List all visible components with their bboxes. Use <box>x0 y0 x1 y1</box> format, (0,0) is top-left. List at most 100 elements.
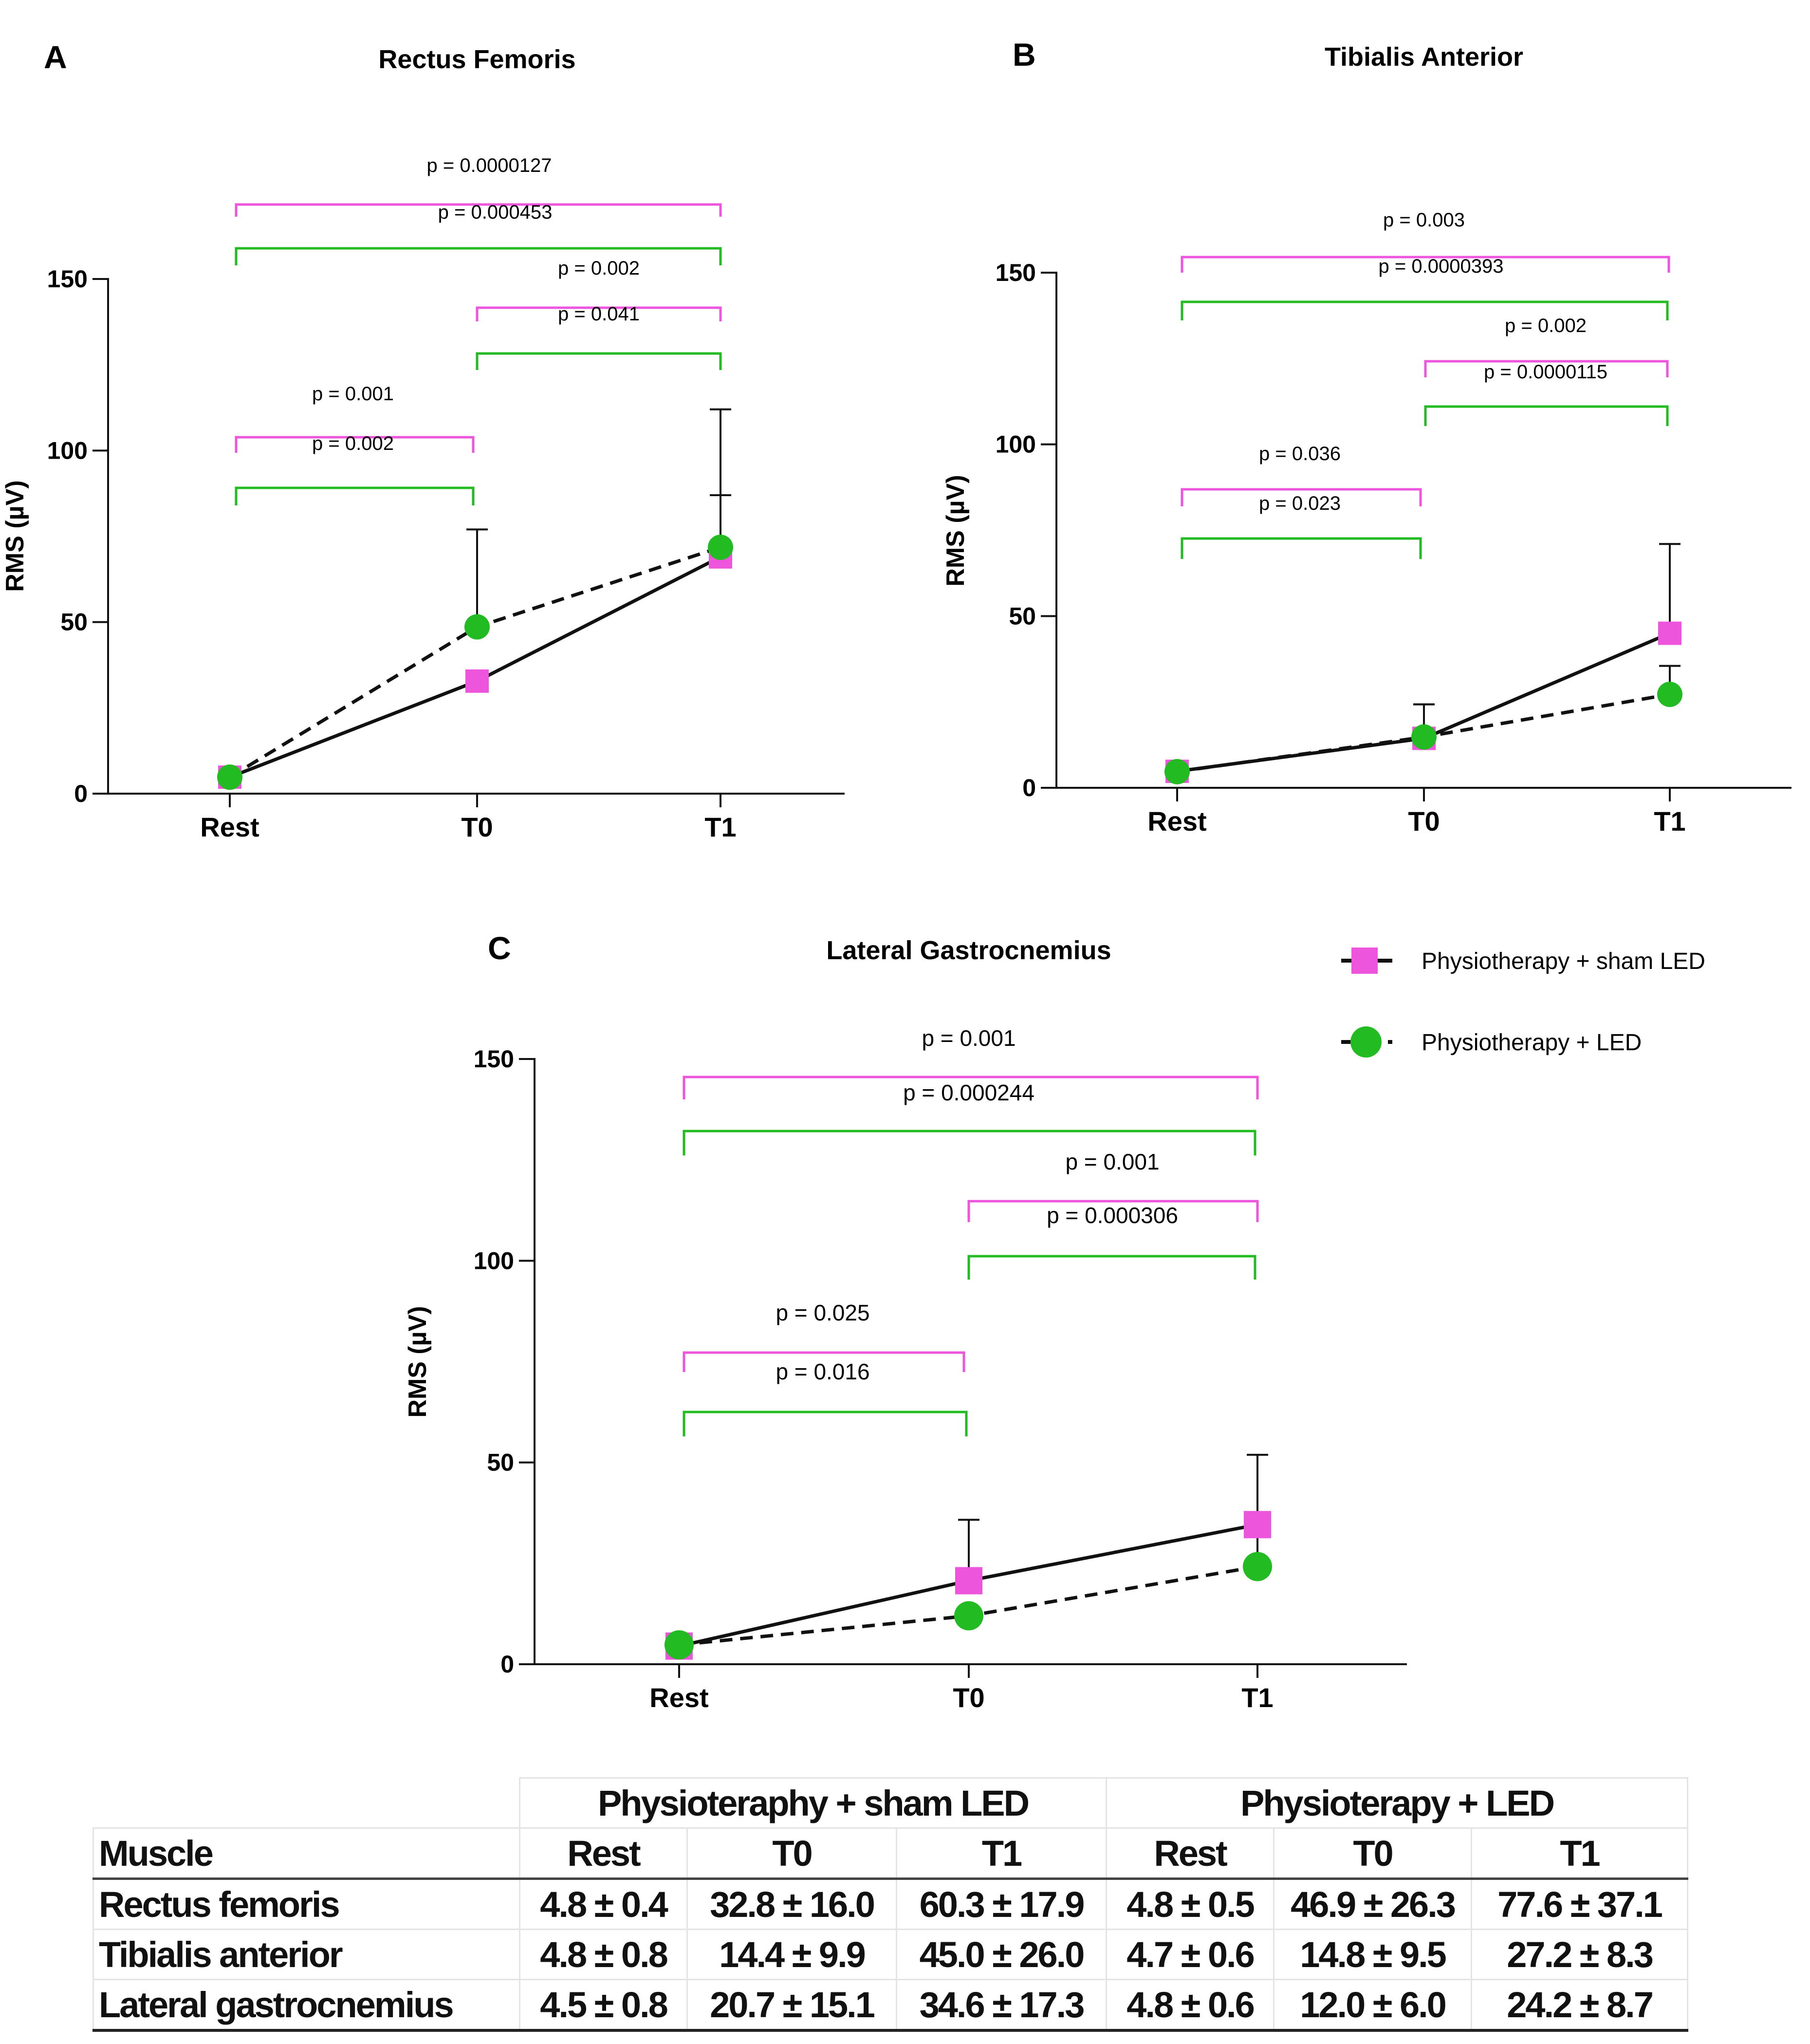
significance-bracket-led <box>683 1411 968 1436</box>
significance-bracket-sham <box>1424 360 1669 377</box>
significance-bracket-sham <box>683 1351 965 1372</box>
significance-bracket-sham <box>235 436 475 453</box>
data-point-led <box>464 614 490 640</box>
significance-bracket-led <box>967 1255 1256 1280</box>
x-tick-label: T0 <box>1408 806 1440 836</box>
table-col-led-t1: T1 <box>1471 1827 1689 1880</box>
x-tick-label: Rest <box>649 1682 708 1713</box>
y-axis-label: RMS (µV) <box>1 480 29 592</box>
x-tick-label: T0 <box>461 812 493 842</box>
table-cell: 45.0 ± 26.0 <box>895 1929 1108 1980</box>
y-tick-label: 150 <box>47 265 88 293</box>
p-value-label: p = 0.0000393 <box>1379 256 1504 277</box>
table-cell: 77.6 ± 37.1 <box>1471 1878 1689 1930</box>
table-col-sham-t1: T1 <box>895 1827 1108 1880</box>
table-group-header-led: Physioterapy + LED <box>1106 1777 1689 1829</box>
p-value-label: p = 0.036 <box>1259 443 1341 465</box>
table-corner <box>92 1777 520 1829</box>
table-row: Lateral gastrocnemius 4.5 ± 0.8 20.7 ± 1… <box>92 1979 1689 2032</box>
table-col-muscle: Muscle <box>92 1827 520 1880</box>
table-header-time-row: Muscle Rest T0 T1 Rest T0 T1 <box>92 1827 1689 1880</box>
table-cell: 4.8 ± 0.8 <box>519 1929 688 1980</box>
table-cell-muscle: Tibialis anterior <box>92 1929 520 1980</box>
chart-panel-c: C Lateral Gastrocnemius RMS (µV) 0 50 100 150 R… <box>404 930 1407 1713</box>
p-value-label: p = 0.002 <box>558 258 640 279</box>
x-tick-label: T1 <box>704 812 736 842</box>
y-tick-label: 50 <box>60 609 88 636</box>
p-value-label: p = 0.041 <box>558 303 640 325</box>
table-cell: 12.0 ± 6.0 <box>1273 1979 1473 2032</box>
figure: A Rectus Femoris RMS (µV) 0 50 100 150 Rest T0 T1… <box>1 37 1792 1713</box>
x-tick-label: Rest <box>200 812 259 842</box>
legend: Physiotherapy + sham LED Physiotherapy + … <box>1341 948 1705 1058</box>
p-value-label: p = 0.025 <box>776 1300 869 1325</box>
y-tick-label: 150 <box>996 259 1036 286</box>
p-value-label: p = 0.001 <box>312 383 394 405</box>
data-point-led <box>665 1630 694 1660</box>
panel-letter: C <box>488 930 511 966</box>
data-point-led <box>1411 724 1437 750</box>
table-cell: 34.6 ± 17.3 <box>895 1979 1108 2032</box>
chart-title: Lateral Gastrocnemius <box>826 936 1111 965</box>
y-axis-label: RMS (µV) <box>404 1306 432 1417</box>
y-tick-label: 150 <box>474 1045 514 1073</box>
table-cell: 4.8 ± 0.6 <box>1106 1979 1275 2032</box>
p-value-label: p = 0.016 <box>776 1359 869 1384</box>
y-tick-label: 0 <box>500 1651 514 1678</box>
table-cell: 32.8 ± 16.0 <box>686 1878 897 1930</box>
p-value-label: p = 0.002 <box>312 433 394 454</box>
significance-bracket-led <box>1181 300 1669 320</box>
series-line-sham <box>229 555 721 779</box>
p-value-label: p = 0.023 <box>1259 493 1341 514</box>
table-cell-muscle: Rectus femoris <box>92 1878 520 1930</box>
x-tick-label: T1 <box>1654 806 1685 836</box>
y-tick-label: 100 <box>474 1247 514 1274</box>
table-cell: 4.8 ± 0.4 <box>519 1878 688 1930</box>
y-tick-label: 50 <box>487 1449 514 1476</box>
p-value-label: p = 0.003 <box>1383 209 1465 231</box>
significance-bracket-led <box>476 352 722 370</box>
significance-bracket-sham <box>1181 488 1422 506</box>
significance-bracket-led <box>1424 405 1669 426</box>
y-tick-label: 100 <box>996 431 1036 458</box>
chart-panel-a: A Rectus Femoris RMS (µV) 0 50 100 150 Rest T0 T1… <box>1 39 845 842</box>
table-col-led-rest: Rest <box>1106 1827 1275 1880</box>
significance-bracket-led <box>1181 537 1422 559</box>
significance-bracket-sham <box>476 306 722 321</box>
p-value-label: p = 0.0000115 <box>1484 361 1607 383</box>
panel-letter: B <box>1013 37 1036 73</box>
p-value-label: p = 0.001 <box>1065 1149 1159 1174</box>
table-cell: 24.2 ± 8.7 <box>1471 1979 1689 2032</box>
chart-title: Rectus Femoris <box>378 45 575 74</box>
table-cell: 46.9 ± 26.3 <box>1273 1878 1473 1930</box>
series-line-led <box>229 545 721 779</box>
p-value-label: p = 0.0000127 <box>427 155 552 176</box>
significance-bracket-sham <box>235 203 722 217</box>
table-row: Tibialis anterior 4.8 ± 0.8 14.4 ± 9.9 4… <box>92 1929 1689 1980</box>
data-point-led <box>217 764 242 790</box>
p-value-label: p = 0.001 <box>922 1025 1016 1051</box>
significance-bracket-sham <box>683 1076 1259 1099</box>
chart-panel-b: B Tibialis Anterior RMS (µV) 0 50 100 150 Rest T… <box>942 37 1792 836</box>
data-point-sham <box>465 669 489 693</box>
legend-label-led: Physiotherapy + LED <box>1422 1030 1642 1056</box>
table-cell: 14.4 ± 9.9 <box>686 1929 897 1980</box>
table-cell: 20.7 ± 15.1 <box>686 1979 897 2032</box>
y-axis-label: RMS (µV) <box>942 475 970 586</box>
data-table: Physioteraphy + sham LED Physioterapy + … <box>92 1777 1689 2032</box>
chart-title: Tibialis Anterior <box>1325 42 1523 72</box>
table-row: Rectus femoris 4.8 ± 0.4 32.8 ± 16.0 60.… <box>92 1878 1689 1930</box>
x-tick-label: T0 <box>953 1682 984 1713</box>
table-cell: 4.8 ± 0.5 <box>1106 1878 1275 1930</box>
legend-marker-led <box>1350 1026 1382 1058</box>
y-tick-label: 0 <box>1022 774 1036 801</box>
data-point-sham <box>1244 1511 1271 1539</box>
legend-marker-sham <box>1351 948 1378 974</box>
significance-bracket-led <box>235 486 475 505</box>
table-cell: 27.2 ± 8.3 <box>1471 1929 1689 1980</box>
table-col-led-t0: T0 <box>1273 1827 1473 1880</box>
y-tick-label: 50 <box>1009 602 1036 630</box>
significance-bracket-sham <box>1181 256 1670 273</box>
significance-bracket-sham <box>967 1200 1259 1222</box>
series-line-sham <box>1177 632 1671 773</box>
